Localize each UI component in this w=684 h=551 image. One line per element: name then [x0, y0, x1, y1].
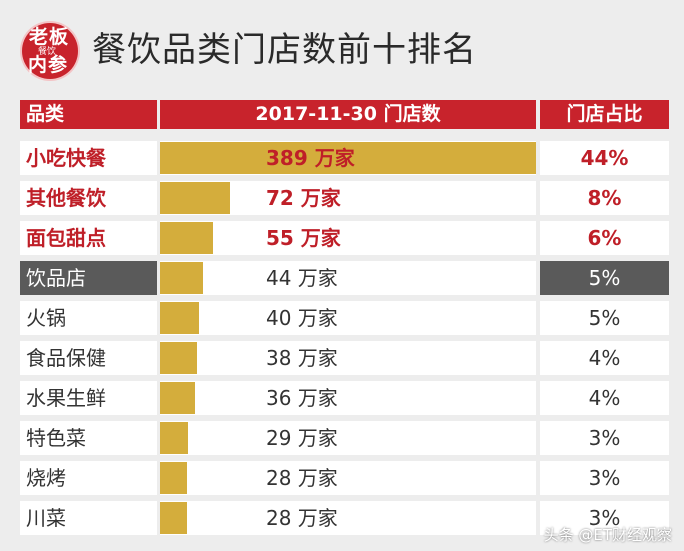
table-row: 水果生鲜 36 万家 4% — [20, 381, 669, 415]
category-cell: 其他餐饮 — [20, 181, 157, 215]
table-row: 特色菜 29 万家 3% — [20, 421, 669, 455]
category-cell: 火锅 — [20, 301, 157, 335]
store-count-label: 55 万家 — [266, 226, 341, 250]
store-count-bar — [160, 342, 197, 374]
page-title: 餐饮品类门店数前十排名 — [92, 30, 477, 70]
store-count-label: 28 万家 — [266, 506, 338, 530]
store-count-bar — [160, 222, 213, 254]
table-row: 火锅 40 万家 5% — [20, 301, 669, 335]
logo-text-middle: 餐饮 — [38, 47, 57, 57]
category-cell: 烧烤 — [20, 461, 157, 495]
share-cell: 5% — [540, 261, 669, 295]
logo-text-bottom: 内参 — [28, 54, 69, 76]
category-cell: 食品保健 — [20, 341, 157, 375]
column-header-share: 门店占比 — [540, 100, 669, 129]
category-cell: 特色菜 — [20, 421, 157, 455]
share-cell: 44% — [540, 141, 669, 175]
category-cell: 川菜 — [20, 501, 157, 535]
table-row: 川菜 28 万家 3% — [20, 501, 669, 535]
store-count-label: 36 万家 — [266, 386, 338, 410]
share-cell: 3% — [540, 421, 669, 455]
store-count-label: 29 万家 — [266, 426, 338, 450]
store-count-label: 72 万家 — [266, 186, 341, 210]
store-count-bar — [160, 182, 230, 214]
category-cell: 面包甜点 — [20, 221, 157, 255]
table-row: 面包甜点 55 万家 6% — [20, 221, 669, 255]
share-cell: 3% — [540, 461, 669, 495]
store-count-label: 40 万家 — [266, 306, 338, 330]
share-cell: 4% — [540, 381, 669, 415]
store-count-cell: 55 万家 — [160, 221, 536, 255]
store-count-cell: 36 万家 — [160, 381, 536, 415]
store-count-cell: 28 万家 — [160, 501, 536, 535]
column-header-stores: 2017-11-30 门店数 — [160, 100, 536, 129]
store-count-cell: 44 万家 — [160, 261, 536, 295]
logo-text-top: 老板 — [29, 26, 70, 48]
store-count-label: 38 万家 — [266, 346, 338, 370]
share-cell: 6% — [540, 221, 669, 255]
category-cell: 饮品店 — [20, 261, 157, 295]
store-count-cell: 38 万家 — [160, 341, 536, 375]
column-header-category: 品类 — [20, 100, 157, 129]
share-cell: 8% — [540, 181, 669, 215]
store-count-cell: 28 万家 — [160, 461, 536, 495]
store-count-bar — [160, 502, 187, 534]
table-row: 其他餐饮 72 万家 8% — [20, 181, 669, 215]
table-row: 食品保健 38 万家 4% — [20, 341, 669, 375]
store-count-bar — [160, 302, 199, 334]
table-row: 饮品店 44 万家 5% — [20, 261, 669, 295]
store-count-bar — [160, 382, 195, 414]
category-cell: 水果生鲜 — [20, 381, 157, 415]
store-count-label: 28 万家 — [266, 466, 338, 490]
store-count-bar — [160, 142, 536, 174]
store-count-bar — [160, 422, 188, 454]
table-header-row: 品类 2017-11-30 门店数 门店占比 — [20, 100, 669, 134]
share-cell: 3% — [540, 501, 669, 535]
table-row: 小吃快餐 389 万家 44% — [20, 141, 669, 175]
watermark: 头条 @ET财经观察 — [543, 526, 672, 544]
store-count-cell: 40 万家 — [160, 301, 536, 335]
store-count-bar — [160, 462, 187, 494]
store-count-label: 389 万家 — [266, 146, 355, 170]
table-row: 烧烤 28 万家 3% — [20, 461, 669, 495]
store-count-cell: 29 万家 — [160, 421, 536, 455]
share-cell: 5% — [540, 301, 669, 335]
share-cell: 4% — [540, 341, 669, 375]
store-count-bar — [160, 262, 203, 294]
store-count-cell: 389 万家 — [160, 141, 536, 175]
brand-logo: 老板 餐饮 内参 — [22, 23, 78, 79]
category-cell: 小吃快餐 — [20, 141, 157, 175]
store-count-cell: 72 万家 — [160, 181, 536, 215]
store-count-label: 44 万家 — [266, 266, 338, 290]
